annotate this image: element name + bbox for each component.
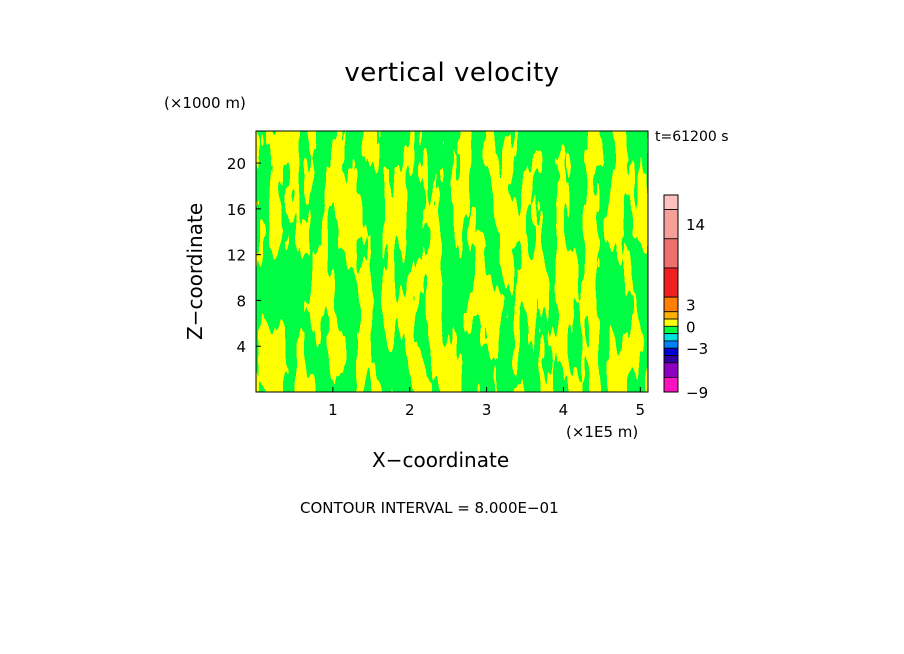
colorbar-segment bbox=[663, 238, 679, 269]
colorbar-segment bbox=[663, 340, 679, 349]
y-tick-label: 12 bbox=[227, 247, 246, 265]
colorbar-segment bbox=[663, 333, 679, 342]
colorbar-segment bbox=[663, 318, 679, 327]
x-tick-label: 4 bbox=[559, 401, 569, 419]
y-tick-label: 20 bbox=[227, 155, 246, 173]
velocity-field-positive bbox=[256, 131, 648, 392]
colorbar-segment bbox=[663, 296, 679, 313]
contour-interval-label: CONTOUR INTERVAL = 8.000E−01 bbox=[300, 499, 559, 517]
colorbar-segment bbox=[663, 325, 679, 335]
plot-frame bbox=[255, 130, 649, 393]
colorbar-label: 14 bbox=[686, 216, 705, 234]
plot-area bbox=[255, 130, 649, 393]
colorbar-segment bbox=[663, 362, 679, 378]
colorbar-label: −9 bbox=[686, 384, 708, 402]
colorbar-segment bbox=[663, 267, 679, 298]
x-axis-label: X−coordinate bbox=[372, 448, 510, 472]
colorbar-segment bbox=[663, 209, 679, 240]
x-axis-unit: (×1E5 m) bbox=[566, 423, 639, 441]
x-tick-label: 3 bbox=[482, 401, 492, 419]
y-axis-unit: (×1000 m) bbox=[164, 94, 246, 112]
colorbar-label: −3 bbox=[686, 340, 708, 358]
colorbar-segment bbox=[663, 347, 679, 356]
colorbar-segment bbox=[663, 355, 679, 364]
time-label: t=61200 s bbox=[655, 129, 729, 145]
colorbar-segment bbox=[663, 377, 679, 393]
colorbar-label: 3 bbox=[686, 296, 696, 314]
colorbar-label: 0 bbox=[686, 318, 696, 336]
y-tick-label: 8 bbox=[236, 292, 246, 310]
y-tick-label: 16 bbox=[227, 201, 246, 219]
chart-title: vertical velocity bbox=[344, 58, 560, 88]
x-tick-label: 1 bbox=[328, 401, 338, 419]
x-tick-label: 5 bbox=[636, 401, 646, 419]
y-tick-label: 4 bbox=[236, 338, 246, 356]
colorbar-segment bbox=[663, 194, 679, 210]
colorbar-segment bbox=[663, 311, 679, 320]
colorbar-frame bbox=[663, 194, 679, 393]
x-tick-label: 2 bbox=[405, 401, 415, 419]
